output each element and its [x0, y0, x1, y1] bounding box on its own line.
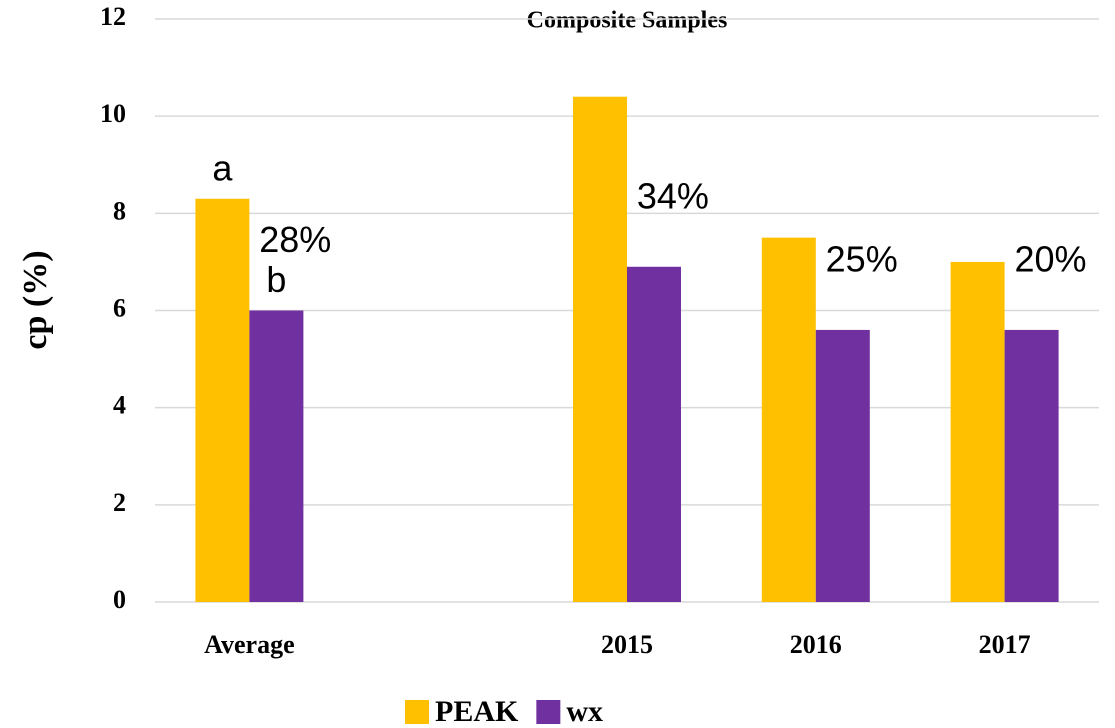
x-tick-label: 2015: [601, 630, 653, 659]
legend-swatch: [405, 700, 429, 724]
bar: [627, 266, 681, 602]
legend-swatch: [536, 700, 561, 724]
x-tick-label: 2016: [790, 630, 842, 659]
y-tick-label: 4: [113, 391, 126, 420]
y-tick-label: 10: [100, 99, 126, 128]
bar: [950, 261, 1005, 602]
bar: [573, 96, 627, 602]
annotation: 28%: [259, 219, 331, 260]
bar: [195, 198, 250, 602]
legend-label: wx: [566, 695, 603, 728]
y-tick-label: 0: [113, 585, 126, 614]
y-axis-label: cp (%): [17, 250, 54, 349]
bar: [815, 329, 870, 602]
annotation: 20%: [1014, 238, 1086, 279]
annotation: a: [212, 147, 233, 188]
y-tick-label: 6: [113, 293, 126, 322]
y-tick-label: 2: [113, 488, 126, 517]
bar: [1004, 329, 1059, 602]
chart-title: Composite Samples: [527, 8, 728, 34]
annotation: 25%: [826, 238, 898, 279]
x-tick-label: Average: [204, 630, 294, 659]
annotation: b: [266, 259, 286, 300]
bar: [249, 310, 304, 602]
bar: [761, 237, 816, 602]
legend-label: PEAK: [435, 695, 519, 728]
y-tick-label: 8: [113, 196, 126, 225]
x-tick-label: 2017: [979, 630, 1031, 659]
annotation: 34%: [637, 175, 709, 216]
y-tick-label: 12: [100, 2, 126, 31]
